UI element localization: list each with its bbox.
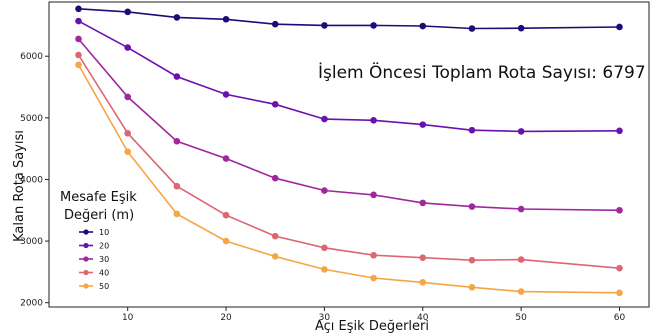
- data-point-30: [124, 93, 131, 101]
- x-tick-label: 30: [319, 313, 331, 323]
- data-point-10: [173, 14, 181, 21]
- y-tick-label: 2000: [20, 299, 43, 309]
- data-point-10: [616, 23, 623, 31]
- legend-title-line-2: Değeri (m): [64, 208, 134, 223]
- data-point-10: [370, 22, 377, 29]
- data-point-30: [271, 174, 279, 182]
- series-50: [75, 61, 623, 297]
- series-30: [75, 35, 623, 214]
- legend: Mesafe Eşik Değeri (m) 10 20 30 40 50: [60, 190, 137, 291]
- data-point-30: [616, 206, 623, 214]
- data-point-20: [75, 17, 82, 25]
- data-point-10: [222, 15, 230, 23]
- data-point-20: [517, 128, 525, 135]
- data-point-40: [419, 254, 427, 262]
- data-point-20: [616, 127, 623, 135]
- x-tick-label: 20: [220, 313, 232, 323]
- data-point-50: [468, 283, 476, 291]
- data-point-30: [75, 35, 82, 43]
- data-point-20: [124, 44, 131, 51]
- series-line-10: [78, 8, 620, 30]
- data-point-40: [75, 51, 82, 59]
- data-point-20: [370, 117, 377, 124]
- data-point-30: [321, 187, 328, 194]
- data-point-50: [419, 279, 427, 286]
- data-point-10: [517, 24, 525, 32]
- legend-label-50: 50: [99, 282, 109, 291]
- data-point-40: [222, 211, 230, 219]
- data-point-40: [321, 244, 328, 252]
- legend-label-10: 10: [99, 228, 109, 237]
- data-point-40: [124, 129, 131, 137]
- data-point-50: [75, 61, 82, 69]
- legend-marker-30: [83, 256, 89, 262]
- annotation-text: İşlem Öncesi Toplam Rota Sayısı: 6797: [318, 61, 646, 83]
- y-tick-label: 5000: [20, 114, 43, 124]
- data-point-50: [321, 266, 328, 273]
- data-point-30: [222, 155, 230, 162]
- data-point-10: [468, 25, 476, 32]
- legend-marker-40: [83, 269, 89, 276]
- data-point-10: [75, 5, 82, 13]
- legend-marker-50: [83, 283, 89, 289]
- data-point-50: [271, 253, 279, 260]
- data-point-10: [321, 22, 328, 29]
- legend-marker-10: [83, 229, 89, 235]
- data-point-50: [173, 210, 181, 218]
- legend-label-20: 20: [99, 242, 109, 251]
- data-point-10: [419, 22, 427, 30]
- x-tick-label: 50: [515, 313, 527, 323]
- x-axis: 10 20 30 40 50 60: [122, 307, 626, 323]
- data-point-30: [173, 137, 181, 145]
- data-point-10: [124, 8, 131, 16]
- data-point-20: [468, 126, 476, 134]
- data-point-20: [173, 73, 181, 80]
- data-point-40: [173, 182, 181, 190]
- legend-label-30: 30: [99, 255, 109, 264]
- data-point-40: [468, 256, 476, 264]
- series-line-50: [77, 64, 620, 294]
- data-point-50: [616, 289, 623, 297]
- legend-label-40: 40: [99, 269, 109, 278]
- series-40: [75, 51, 623, 272]
- legend-entries: 10 20 30 40 50: [79, 228, 109, 291]
- data-point-40: [271, 232, 279, 240]
- series-layer: [75, 5, 623, 297]
- series-20: [75, 17, 623, 135]
- data-point-40: [370, 251, 377, 259]
- data-point-20: [321, 115, 328, 123]
- data-point-30: [517, 205, 525, 213]
- data-point-30: [468, 203, 476, 210]
- data-point-50: [517, 288, 525, 295]
- data-point-20: [271, 100, 279, 108]
- x-axis-title: Açı Eşik Değerleri: [315, 319, 429, 334]
- x-tick-label: 10: [122, 313, 134, 323]
- plot-frame: [48, 1, 650, 308]
- y-axis: 2000 3000 4000 5000 6000: [20, 52, 49, 309]
- data-point-30: [419, 199, 427, 207]
- legend-marker-20: [83, 242, 89, 249]
- y-tick-label: 4000: [20, 175, 43, 185]
- y-tick-label: 6000: [20, 52, 43, 62]
- data-point-50: [370, 274, 377, 282]
- data-point-40: [616, 264, 623, 272]
- y-tick-label: 3000: [20, 237, 43, 247]
- data-point-50: [124, 148, 131, 156]
- data-point-20: [419, 121, 427, 128]
- x-tick-label: 40: [417, 313, 429, 323]
- data-point-10: [271, 20, 279, 28]
- data-point-40: [517, 256, 525, 263]
- data-point-20: [222, 91, 230, 98]
- series-10: [75, 5, 623, 32]
- series-line-40: [77, 54, 620, 269]
- y-axis-title: Kalan Rota Sayısı: [12, 130, 27, 242]
- legend-title-line-1: Mesafe Eşik: [60, 190, 137, 205]
- data-point-30: [370, 191, 377, 199]
- x-tick-label: 60: [614, 313, 626, 323]
- data-point-50: [222, 237, 230, 245]
